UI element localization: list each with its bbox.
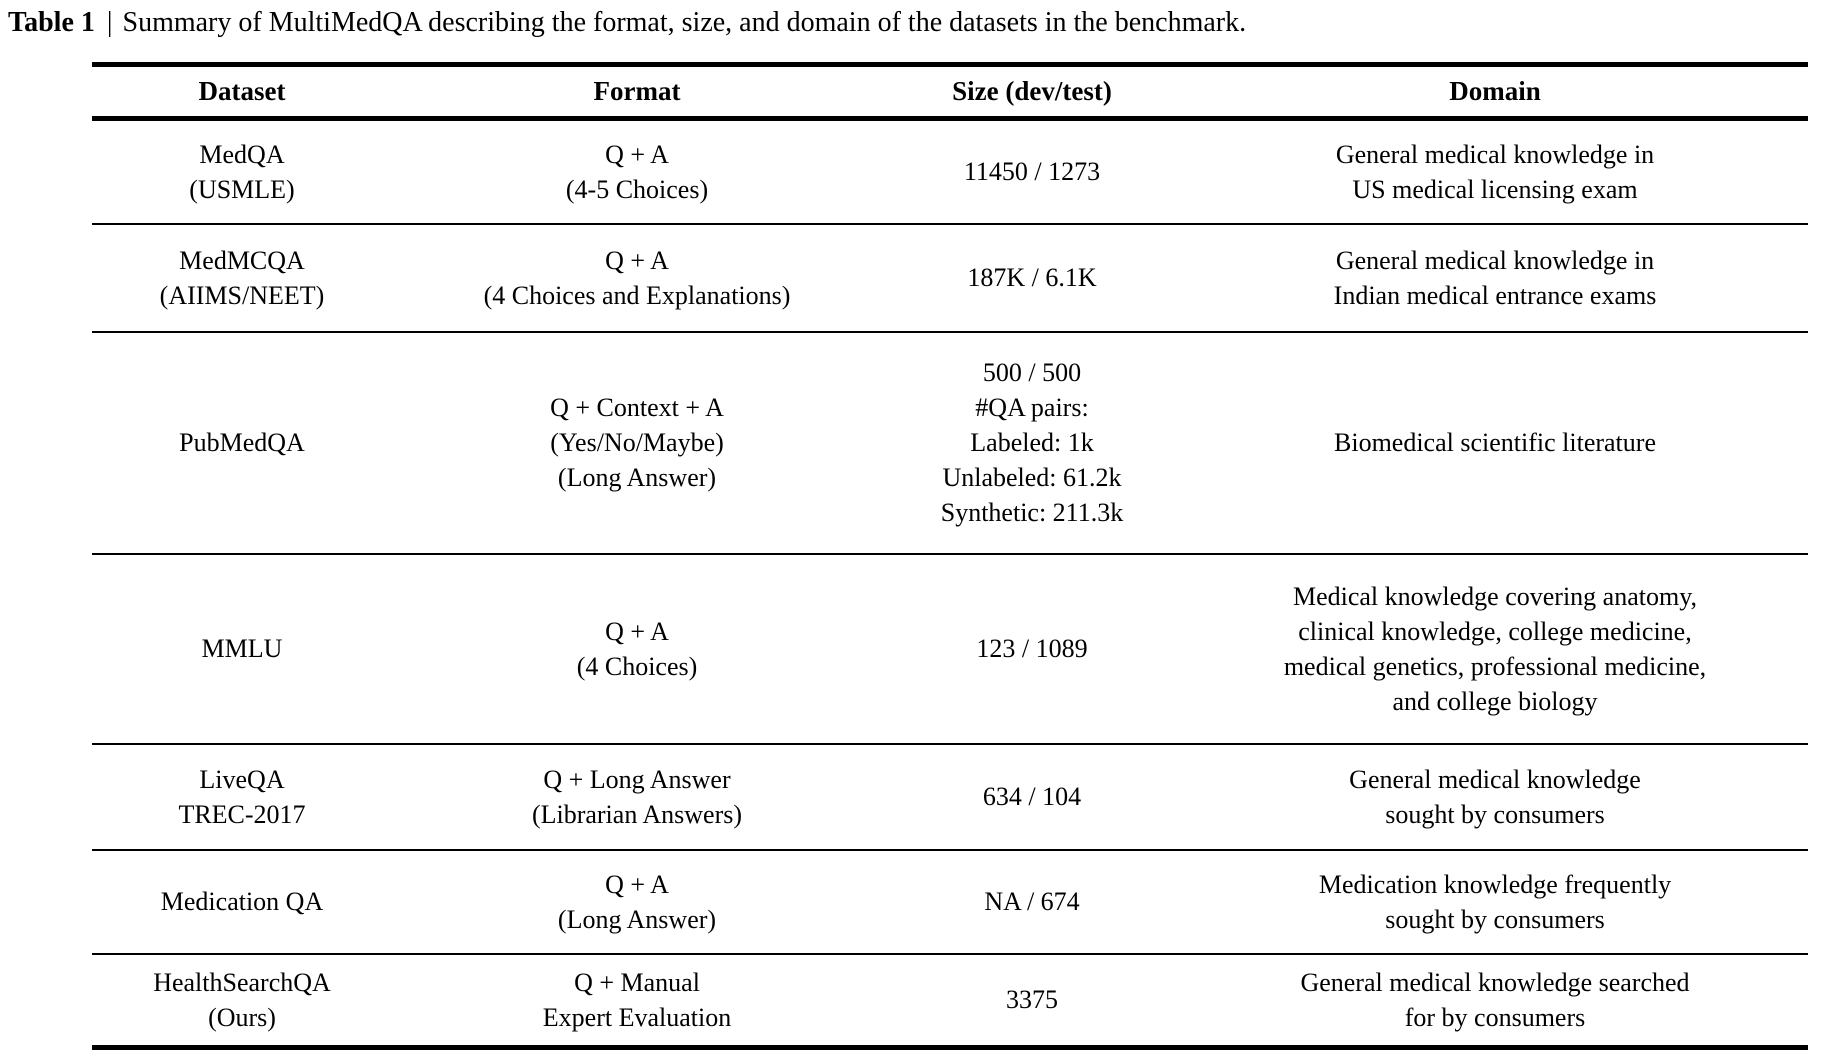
dataset-cell: MedQA (USMLE) xyxy=(189,139,295,204)
size-cell: 11450 / 1273 xyxy=(963,157,1101,187)
size-cell: 500 / 500 #QA pairs: Labeled: 1k Unlabel… xyxy=(940,358,1124,527)
dataset-cell: LiveQA TREC-2017 xyxy=(178,764,306,829)
table-header-row: Dataset Format Size (dev/test) Domain xyxy=(92,65,1808,119)
dataset-cell: HealthSearchQA (Ours) xyxy=(153,967,331,1032)
column-header-dataset: Dataset xyxy=(198,76,286,106)
format-cell: Q + Context + A (Yes/No/Maybe) (Long Ans… xyxy=(550,393,724,492)
table-row-pubmedqa: PubMedQA Q + Context + A (Yes/No/Maybe) … xyxy=(92,332,1808,554)
domain-cell: Biomedical scientific literature xyxy=(1334,428,1656,457)
size-cell: 187K / 6.1K xyxy=(967,263,1097,292)
caption-text: Summary of MultiMedQA describing the for… xyxy=(122,7,1247,38)
size-cell: 634 / 104 xyxy=(982,782,1082,811)
column-header-domain: Domain xyxy=(1449,76,1541,106)
dataset-cell: MedMCQA (AIIMS/NEET) xyxy=(159,245,325,310)
table-caption: Table 1 | Summary of MultiMedQA describing… xyxy=(8,4,1246,42)
format-cell: Q + Manual Expert Evaluation xyxy=(542,967,732,1032)
domain-cell: Medication knowledge frequently sought b… xyxy=(1318,869,1672,934)
column-header-format: Format xyxy=(593,76,681,106)
format-cell: Q + A (4-5 Choices) xyxy=(565,139,709,204)
table-row-medqa: MedQA (USMLE) Q + A (4-5 Choices) 11450 … xyxy=(92,119,1808,224)
dataset-cell: Medication QA xyxy=(160,887,324,916)
format-cell: Q + A (Long Answer) xyxy=(557,869,717,934)
caption-separator: | xyxy=(106,7,113,38)
domain-cell: Medical knowledge covering anatomy, clin… xyxy=(1283,581,1707,716)
size-cell: 3375 xyxy=(1006,985,1058,1015)
format-cell: Q + Long Answer (Librarian Answers) xyxy=(531,764,743,829)
domain-cell: General medical knowledge sought by cons… xyxy=(1349,764,1641,829)
domain-cell: General medical knowledge in US medical … xyxy=(1335,139,1655,204)
domain-cell: General medical knowledge in Indian medi… xyxy=(1333,245,1657,310)
size-cell: NA / 674 xyxy=(984,887,1080,916)
column-header-size: Size (dev/test) xyxy=(952,76,1112,106)
table-row-liveqa: LiveQA TREC-2017 Q + Long Answer (Librar… xyxy=(92,744,1808,850)
dataset-cell: MMLU xyxy=(201,634,283,663)
table-row-medicationqa: Medication QA Q + A (Long Answer) NA / 6… xyxy=(92,850,1808,954)
multimedqa-summary-table: Dataset Format Size (dev/test) Domain Me… xyxy=(92,62,1808,1050)
table-row-mmlu: MMLU Q + A (4 Choices) 123 / 1089 Medica… xyxy=(92,554,1808,744)
format-cell: Q + A (4 Choices and Explanations) xyxy=(483,245,791,310)
size-cell: 123 / 1089 xyxy=(976,634,1088,663)
caption-label: Table 1 xyxy=(8,7,95,38)
table-row-healthsearchqa: HealthSearchQA (Ours) Q + Manual Expert … xyxy=(92,954,1808,1048)
table-row-medmcqa: MedMCQA (AIIMS/NEET) Q + A (4 Choices an… xyxy=(92,224,1808,332)
dataset-cell: PubMedQA xyxy=(179,428,305,457)
domain-cell: General medical knowledge searched for b… xyxy=(1300,967,1690,1032)
format-cell: Q + A (4 Choices) xyxy=(576,616,698,681)
